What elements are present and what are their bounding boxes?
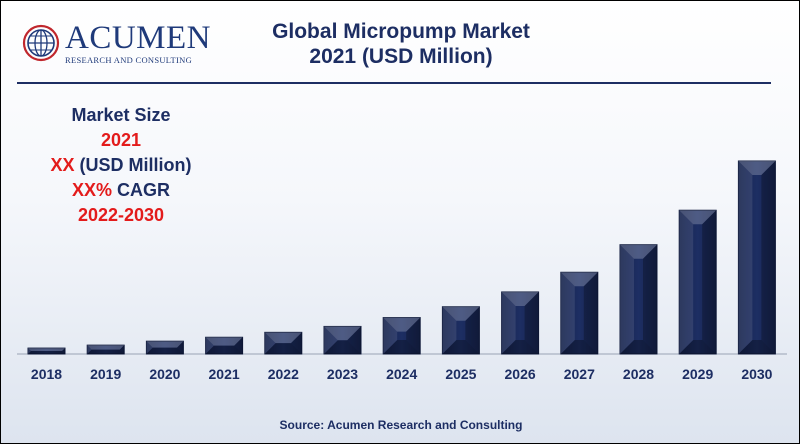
bar-2025 bbox=[441, 306, 480, 355]
cagr-line: XX% CAGR bbox=[31, 178, 211, 203]
x-tick-label-2025: 2025 bbox=[445, 366, 476, 382]
forecast-period: 2022-2030 bbox=[77, 205, 165, 225]
bar-2029 bbox=[678, 209, 717, 355]
x-tick-label-2020: 2020 bbox=[149, 366, 180, 382]
cagr-value: XX% bbox=[71, 180, 113, 200]
x-tick-label-2029: 2029 bbox=[682, 366, 713, 382]
bar-2024 bbox=[382, 317, 421, 355]
x-tick-label-2021: 2021 bbox=[209, 366, 240, 382]
source-note: Source: Acumen Research and Consulting bbox=[279, 418, 523, 432]
bar-2030 bbox=[737, 160, 776, 355]
x-tick-label-2028: 2028 bbox=[623, 366, 654, 382]
bar-2019 bbox=[86, 344, 125, 355]
market-size-label: Market Size bbox=[71, 105, 171, 125]
market-size-value-prefix: XX bbox=[50, 155, 75, 175]
market-stats-panel: Market Size 2021 XX (USD Million) XX% CA… bbox=[31, 103, 211, 228]
bar-2023 bbox=[323, 325, 362, 355]
bar-2026 bbox=[501, 291, 540, 355]
x-tick-label-2018: 2018 bbox=[31, 366, 62, 382]
bar-2021 bbox=[205, 336, 244, 355]
x-tick-label-2019: 2019 bbox=[90, 366, 121, 382]
bar-2022 bbox=[264, 331, 303, 355]
bar-2018 bbox=[27, 347, 66, 355]
market-size-value: XX (USD Million) bbox=[31, 153, 211, 178]
x-tick-label-2027: 2027 bbox=[564, 366, 595, 382]
x-tick-label-2023: 2023 bbox=[327, 366, 358, 382]
x-tick-label-2022: 2022 bbox=[268, 366, 299, 382]
x-tick-label-2024: 2024 bbox=[386, 366, 417, 382]
x-tick-label-2026: 2026 bbox=[505, 366, 536, 382]
logo-name: ACUMEN bbox=[65, 20, 212, 56]
chart-title-line2: 2021 (USD Million) bbox=[309, 45, 493, 68]
x-tick-label-2030: 2030 bbox=[741, 366, 772, 382]
bar-2020 bbox=[145, 340, 184, 355]
cagr-label: CAGR bbox=[112, 180, 171, 200]
globe-icon bbox=[22, 24, 60, 62]
chart-title: Global Micropump Market 2021 (USD Millio… bbox=[221, 19, 581, 69]
chart-title-line1: Global Micropump Market bbox=[272, 20, 530, 43]
market-size-year: 2021 bbox=[100, 130, 142, 150]
market-size-value-unit: (USD Million) bbox=[74, 155, 192, 175]
acumen-logo: ACUMEN RESEARCH AND CONSULTING bbox=[21, 19, 211, 69]
title-divider bbox=[17, 82, 771, 84]
bar-2028 bbox=[619, 244, 658, 355]
bar-2027 bbox=[560, 271, 599, 355]
logo-subtitle: RESEARCH AND CONSULTING bbox=[65, 55, 193, 65]
